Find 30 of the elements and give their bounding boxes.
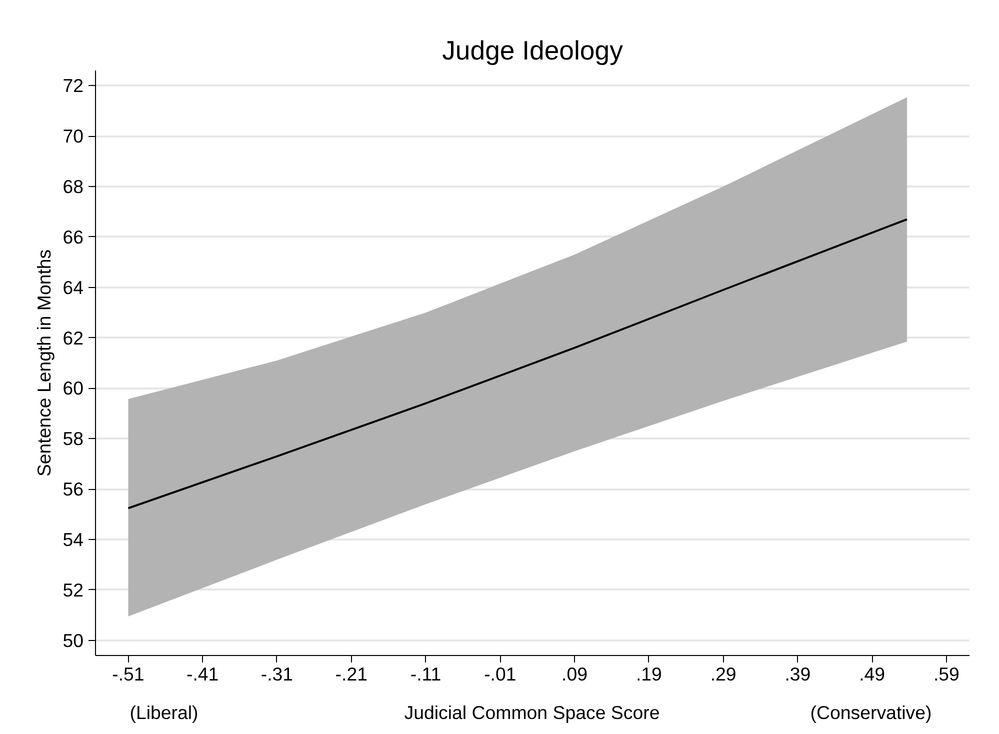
text: (Conservative) — [810, 701, 932, 725]
y-tick-label: 54 — [62, 529, 84, 550]
x-tick-label: .19 — [636, 664, 662, 684]
x-tick-label: .49 — [859, 664, 886, 684]
line-series — [127, 218, 908, 510]
y-tick-label: 72 — [62, 75, 84, 96]
x-tick-label: .09 — [562, 664, 588, 684]
y-tick-label: 50 — [62, 630, 84, 651]
y-tick-label: 56 — [62, 478, 84, 500]
y-tick-label: 70 — [62, 126, 84, 147]
y-tick-label: 62 — [62, 327, 84, 348]
x-tick-label: .39 — [784, 664, 811, 684]
x-tick-label: -.01 — [484, 664, 516, 684]
x-tick-label: -.41 — [186, 664, 219, 684]
y-tick-label: 64 — [62, 276, 84, 298]
y-tick-label: 52 — [62, 579, 84, 600]
y-tick-label: 68 — [62, 176, 84, 197]
x-tick-label: .29 — [710, 664, 736, 684]
x-tick-label: .59 — [933, 664, 960, 684]
y-tick-label: 66 — [62, 226, 84, 248]
x-tick-label: -.51 — [112, 664, 144, 684]
chart-title: Judge Ideology — [442, 36, 624, 66]
y-axis-title: Sentence Length in Months — [34, 249, 55, 477]
y-tick-label: 58 — [62, 428, 84, 450]
x-tick-label: -.21 — [335, 664, 368, 684]
text: (Liberal) — [130, 701, 198, 725]
x-tick-label: -.11 — [410, 664, 442, 684]
x-tick-label: -.31 — [260, 664, 294, 684]
x-axis-title: Judicial Common Space Score — [404, 701, 660, 725]
y-tick-label: 60 — [62, 378, 84, 399]
